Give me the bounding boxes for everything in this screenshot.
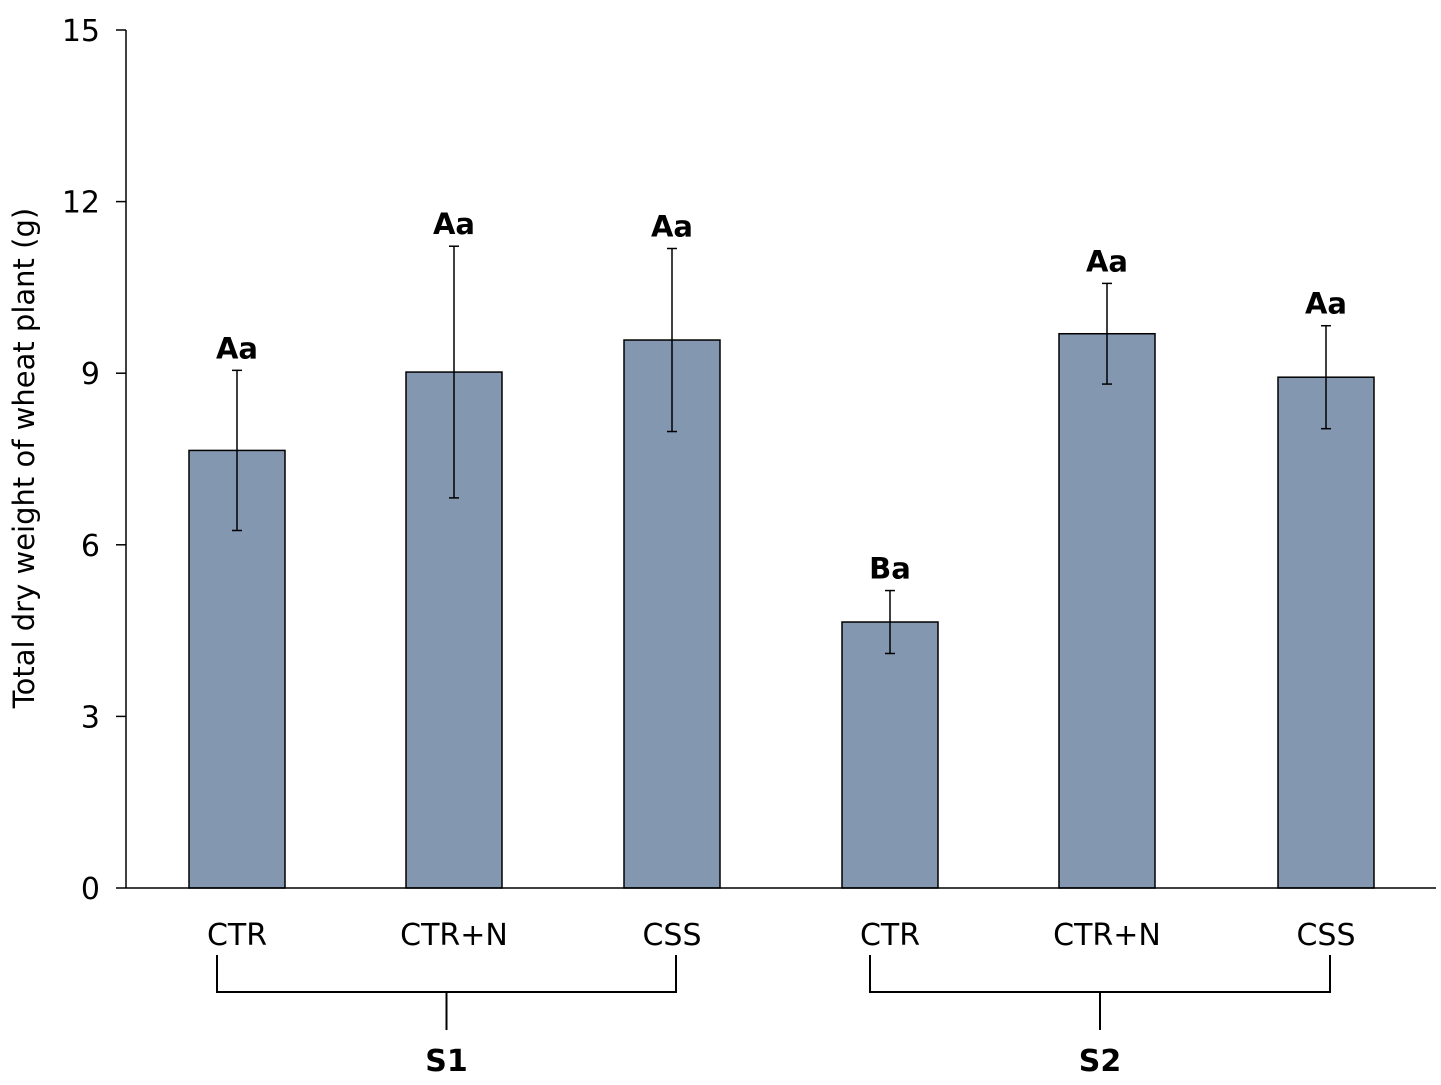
significance-label: Aa (1086, 244, 1128, 278)
y-axis: 0 3 6 9 12 15 (62, 14, 127, 907)
significance-label: Aa (1305, 287, 1347, 321)
group-brackets: S1 S2 (216, 955, 1331, 1079)
y-tick-label: 3 (81, 700, 100, 735)
y-tick-label: 0 (81, 872, 100, 907)
y-tick-label: 9 (81, 357, 100, 392)
category-label: CTR+N (400, 918, 508, 953)
bar (1277, 376, 1375, 889)
bar (841, 621, 939, 889)
significance-labels: Aa Aa Aa Ba Aa Aa (216, 207, 1347, 585)
group-bracket (869, 955, 1331, 993)
category-labels: CTR CTR+N CSS CTR CTR+N CSS (207, 918, 1356, 953)
significance-label: Aa (433, 207, 475, 241)
bar (1058, 332, 1156, 889)
group-label: S1 (425, 1044, 467, 1079)
bar-series (188, 332, 1375, 889)
error-bars (232, 245, 1331, 655)
category-label: CTR (860, 918, 920, 953)
group-bracket (216, 955, 677, 993)
y-tick-label: 12 (62, 186, 100, 221)
category-label: CSS (1296, 918, 1355, 953)
category-label: CTR+N (1053, 918, 1161, 953)
y-tick-label: 6 (81, 529, 100, 564)
significance-label: Ba (869, 552, 911, 586)
significance-label: Aa (651, 210, 693, 244)
y-tick-label: 15 (62, 14, 100, 49)
category-label: CTR (207, 918, 267, 953)
group-label: S2 (1079, 1044, 1121, 1079)
y-axis-title: Total dry weight of wheat plant (g) (7, 208, 41, 709)
category-label: CSS (642, 918, 701, 953)
significance-label: Aa (216, 331, 258, 365)
